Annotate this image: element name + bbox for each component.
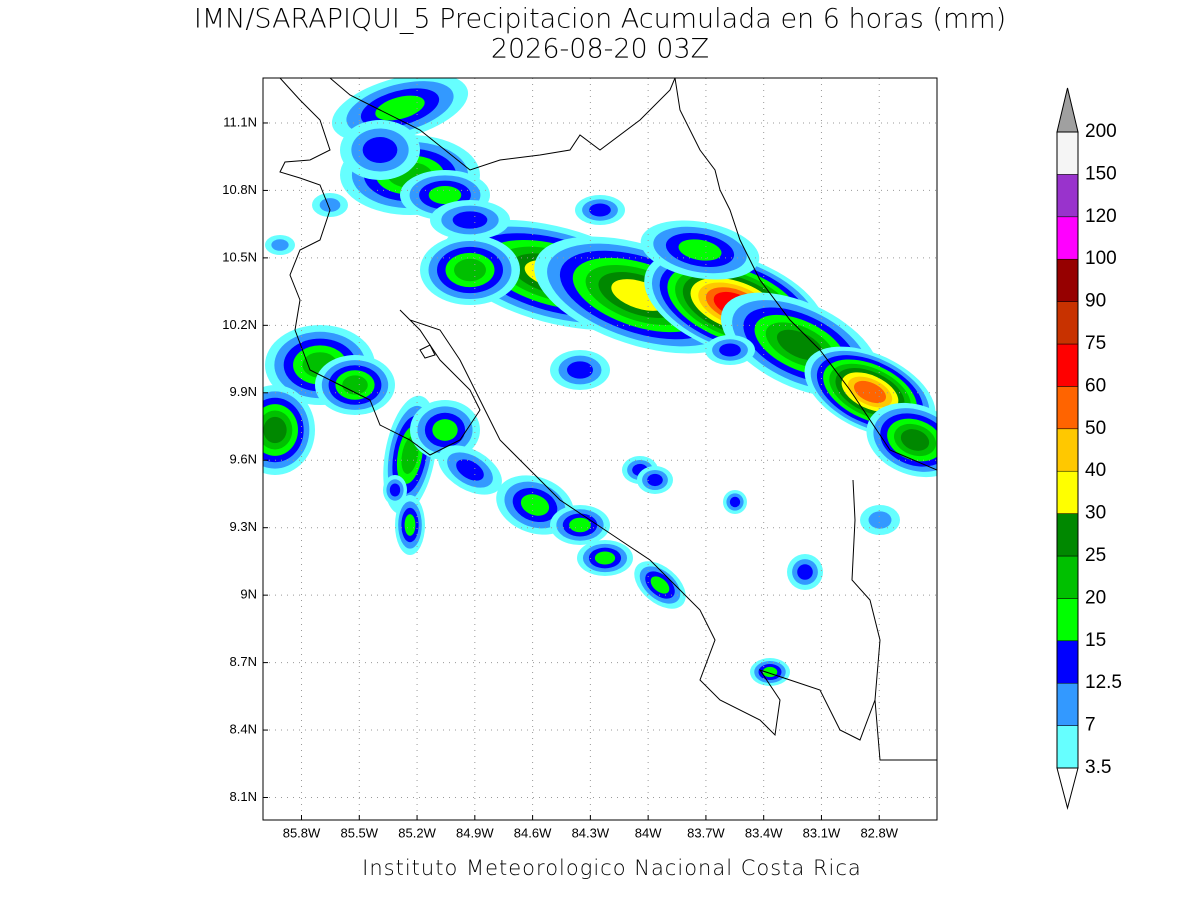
- colorbar-arrow-high: [1056, 87, 1079, 133]
- precip-contour: [678, 239, 722, 261]
- colorbar-arrow-low: [1056, 767, 1079, 810]
- y-tick-label: 8.1N: [230, 789, 257, 804]
- y-tick-label: 10.5N: [222, 249, 257, 264]
- precip-contour: [401, 436, 419, 474]
- y-tick-label: 9.9N: [230, 384, 257, 399]
- colorbar-segment: [1056, 131, 1079, 175]
- colorbar-segment: [1056, 682, 1079, 726]
- colorbar-label: 150: [1085, 163, 1117, 184]
- precip-contour: [719, 343, 741, 357]
- caribbean-coast: [674, 78, 937, 471]
- colorbar-segment: [1056, 386, 1079, 430]
- colorbar-label: 15: [1085, 630, 1106, 651]
- x-tick-label: 84W: [635, 825, 662, 840]
- colorbar-label: 7: [1085, 715, 1096, 736]
- precip-contour: [594, 551, 616, 565]
- colorbar-label: 12.5: [1085, 672, 1122, 693]
- colorbar-segment: [1056, 428, 1079, 472]
- y-tick-label: 9.6N: [230, 452, 257, 467]
- colorbar-frame: [1056, 131, 1079, 769]
- colorbar-label: 20: [1085, 587, 1106, 608]
- map-frame: [262, 77, 938, 821]
- precip-contour: [650, 576, 670, 594]
- y-tick-label: 9N: [240, 587, 257, 602]
- island: [419, 344, 436, 359]
- precip-contour: [900, 429, 930, 451]
- x-tick-label: 82.8W: [860, 825, 898, 840]
- grid: 85.8W 85.5W 85.2W 84.9W 84.6W 84.3W 84W 83.7W 83…: [222, 78, 937, 840]
- colorbar-label: 30: [1085, 503, 1106, 524]
- precip-contour: [567, 361, 593, 379]
- x-tick-label: 85.5W: [340, 825, 378, 840]
- colorbar-label: 120: [1085, 206, 1117, 227]
- colorbar-label: 200: [1085, 121, 1117, 142]
- subtitle: 2026-08-20 03Z: [491, 34, 709, 65]
- colorbar-label: 100: [1085, 248, 1117, 269]
- precip-contour: [868, 511, 892, 529]
- y-tick-label: 8.7N: [230, 654, 257, 669]
- precip-contour: [797, 564, 813, 580]
- precip-contour: [263, 416, 287, 444]
- colorbar-segment: [1056, 343, 1079, 387]
- y-tick-label: 11.1N: [223, 114, 257, 129]
- precip-contour: [362, 137, 398, 163]
- colorbar-segment: [1056, 725, 1079, 769]
- colorbar-segment: [1056, 174, 1079, 218]
- y-tick-label: 10.8N: [222, 182, 257, 197]
- x-tick-label: 83.7W: [687, 825, 725, 840]
- precip-contour: [404, 514, 416, 536]
- colorbar-segment: [1056, 513, 1079, 557]
- precip-contour: [456, 459, 484, 481]
- colorbar-label: 40: [1085, 460, 1106, 481]
- precip-contour: [432, 419, 458, 441]
- precip-contour: [452, 211, 488, 229]
- precip-contour: [729, 496, 741, 508]
- panama-border: [851, 479, 881, 701]
- x-tick-label: 85.2W: [398, 825, 436, 840]
- x-tick-label: 83.1W: [803, 825, 841, 840]
- colorbar-label: 75: [1085, 333, 1106, 354]
- precip-contour: [647, 473, 663, 487]
- title: IMN/SARAPIQUI_5 Precipitacion Acumulada …: [194, 4, 1006, 35]
- colorbar-segment: [1056, 640, 1079, 684]
- colorbar-segment: [1056, 301, 1079, 345]
- x-tick-label: 84.3W: [572, 825, 610, 840]
- precip-contour: [389, 483, 401, 497]
- precip-contour: [342, 375, 368, 395]
- precip-contour: [319, 198, 341, 212]
- precip-contour: [520, 494, 550, 516]
- precip-contour: [454, 258, 486, 282]
- colorbar-label: 3.5: [1085, 757, 1111, 778]
- colorbar-label: 25: [1085, 545, 1106, 566]
- colorbar-segment: [1056, 598, 1079, 642]
- y-tick-label: 10.2N: [222, 317, 257, 332]
- y-tick-label: 8.4N: [230, 721, 257, 736]
- x-tick-label: 83.4W: [745, 825, 783, 840]
- pacific-coast: [279, 78, 937, 761]
- colorbar-segment: [1056, 555, 1079, 599]
- coastlines: [279, 78, 937, 761]
- colorbar-label: 60: [1085, 375, 1106, 396]
- colorbar-label: 50: [1085, 418, 1106, 439]
- footer: Instituto Meteorologico Nacional Costa R…: [362, 856, 862, 880]
- x-tick-label: 85.8W: [283, 825, 321, 840]
- precip-contour: [271, 239, 289, 251]
- precip-contour: [776, 329, 824, 361]
- x-tick-label: 84.9W: [456, 825, 494, 840]
- colorbar-segment: [1056, 216, 1079, 260]
- y-tick-label: 9.3N: [230, 519, 257, 534]
- precip-contour: [569, 517, 591, 533]
- nicaragua-border: [329, 78, 676, 171]
- precip-contour: [589, 203, 611, 217]
- colorbar-label: 90: [1085, 291, 1106, 312]
- colorbar-segment: [1056, 470, 1079, 514]
- x-tick-label: 84.6W: [514, 825, 552, 840]
- colorbar: 3.5 7 12.5 15 20 25 30 40 50 60 75 90 100 120 150 200: [1056, 87, 1122, 810]
- precip-field: [263, 78, 937, 686]
- precip-contour: [428, 185, 462, 205]
- precip-contour: [854, 380, 886, 404]
- colorbar-segment: [1056, 258, 1079, 302]
